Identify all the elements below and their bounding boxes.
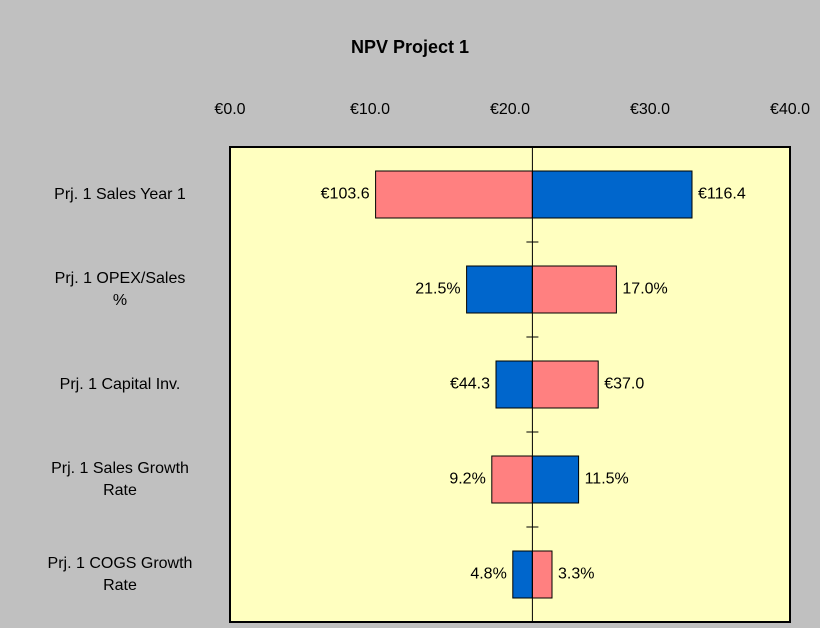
category-label: Prj. 1 Sales Year 1 bbox=[54, 185, 186, 203]
bar-segment bbox=[531, 550, 553, 599]
x-tick-label: €0.0 bbox=[214, 101, 245, 118]
bar-segment bbox=[375, 170, 533, 219]
input-label: 21.5% bbox=[415, 281, 460, 298]
input-label: €116.4 bbox=[698, 186, 746, 203]
bar-segment bbox=[512, 550, 533, 599]
input-label: 9.2% bbox=[449, 471, 485, 488]
bar-segment bbox=[491, 455, 533, 504]
bar-segment bbox=[531, 360, 599, 409]
bar-segment bbox=[531, 455, 580, 504]
x-tick-label: €30.0 bbox=[630, 101, 670, 118]
input-label: 17.0% bbox=[622, 281, 667, 298]
input-label: 3.3% bbox=[558, 566, 594, 583]
category-label: Prj. 1 OPEX/Sales % bbox=[54, 269, 186, 309]
input-label: 11.5% bbox=[585, 471, 629, 488]
x-tick-label: €20.0 bbox=[490, 101, 530, 118]
input-label: 4.8% bbox=[470, 566, 506, 583]
input-label: €103.6 bbox=[321, 186, 370, 203]
x-tick-label: €40.0 bbox=[770, 101, 810, 118]
input-label: €44.3 bbox=[450, 376, 490, 393]
bar-segment bbox=[531, 265, 617, 314]
bar-segment bbox=[495, 360, 533, 409]
x-tick-label: €10.0 bbox=[350, 101, 390, 118]
category-label: Prj. 1 Capital Inv. bbox=[59, 375, 181, 393]
chart-title: NPV Project 1 bbox=[351, 37, 469, 57]
bar-segment bbox=[466, 265, 533, 314]
category-label: Prj. 1 COGS Growth Rate bbox=[47, 554, 193, 594]
input-label: €37.0 bbox=[604, 376, 644, 393]
bar-segment bbox=[531, 170, 693, 219]
category-label: Prj. 1 Sales Growth Rate bbox=[51, 459, 189, 499]
